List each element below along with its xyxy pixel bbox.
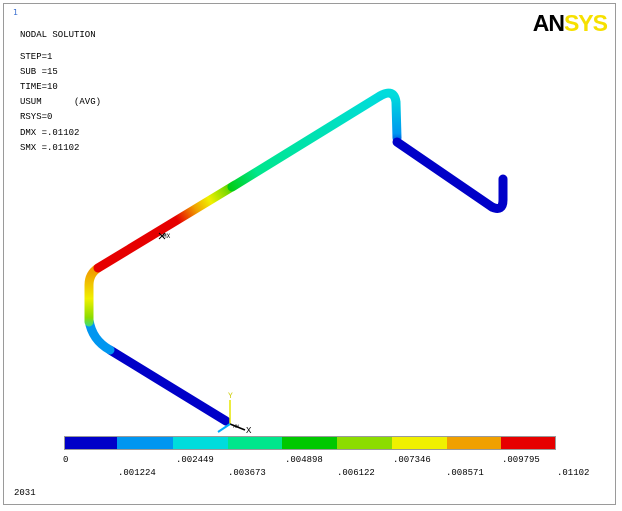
pipe-segment-bottom	[105, 345, 231, 426]
legend-swatch-6	[392, 437, 447, 449]
svg-text:X: X	[246, 426, 252, 436]
legend-swatch-8	[501, 437, 555, 449]
legend-label-8: .009795	[502, 455, 540, 465]
pipe-segment-hot	[93, 180, 240, 273]
info-title: NODAL SOLUTION	[20, 30, 96, 40]
info-smx: SMX =.01102	[20, 143, 80, 153]
info-rsys: RSYS=0	[20, 112, 53, 122]
legend-swatch-1	[117, 437, 173, 449]
legend-label-1: .001224	[118, 468, 156, 478]
info-dmx: DMX =.01102	[20, 128, 80, 138]
ansys-logo: ANSYS	[532, 10, 608, 36]
pipe-segment-upper	[227, 91, 385, 192]
legend-label-0: 0	[63, 455, 69, 465]
svg-text:MN: MN	[233, 424, 239, 430]
footer-id: 2031	[14, 488, 36, 498]
legend-label-9: .01102	[557, 468, 590, 478]
legend-label-2: .002449	[176, 455, 214, 465]
info-sub: SUB =15	[20, 67, 58, 77]
legend-swatch-4	[282, 437, 337, 449]
pipe-segment-top-bend	[375, 88, 402, 143]
info-step: STEP=1	[20, 52, 53, 62]
legend-swatch-7	[447, 437, 501, 449]
legend-label-7: .008571	[446, 468, 484, 478]
pipe-segment-vertical-left	[84, 263, 103, 327]
legend-label-6: .007346	[393, 455, 431, 465]
contour-legend-bar	[64, 436, 556, 450]
legend-label-5: .006122	[337, 468, 375, 478]
legend-label-4: .004898	[285, 455, 323, 465]
legend-swatch-2	[173, 437, 228, 449]
window-number: 1	[13, 8, 19, 17]
info-time: TIME=10	[20, 82, 58, 92]
axis-triad: Y X MN	[217, 392, 252, 436]
legend-label-3: .003673	[228, 468, 266, 478]
pipe-segment-end-bend	[487, 174, 508, 213]
max-marker: MX	[158, 232, 171, 240]
legend-swatch-3	[228, 437, 282, 449]
legend-swatch-5	[337, 437, 392, 449]
info-usum: USUM (AVG)	[20, 97, 102, 107]
pipe-segment-right-diagonal	[392, 137, 497, 212]
svg-text:Y: Y	[228, 392, 233, 401]
svg-text:MX: MX	[163, 233, 171, 240]
legend-swatch-0	[65, 437, 117, 449]
graphics-viewport[interactable]: 1 ANSYS	[3, 3, 616, 505]
